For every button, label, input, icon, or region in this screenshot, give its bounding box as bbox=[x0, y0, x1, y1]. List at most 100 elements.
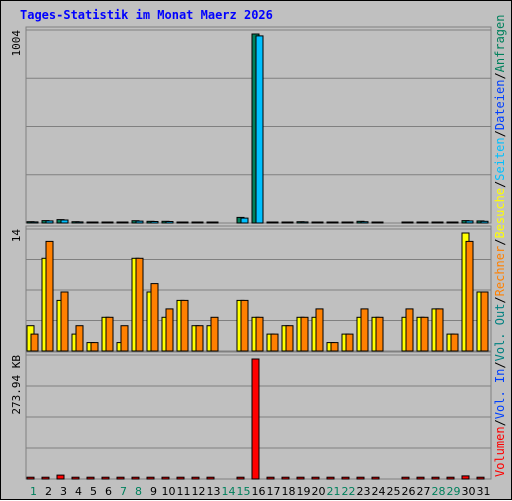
legend-separator: / bbox=[493, 361, 507, 368]
legend-separator: / bbox=[493, 130, 507, 137]
bar-volumen-day-18 bbox=[281, 476, 290, 480]
x-tick-label: 13 bbox=[207, 485, 221, 498]
bar-dateien-day-30 bbox=[465, 220, 474, 224]
bar-volumen-day-28 bbox=[431, 476, 440, 480]
bar-volumen-day-26 bbox=[401, 476, 410, 480]
bar-volumen-day-13 bbox=[206, 476, 215, 480]
x-tick-label: 9 bbox=[150, 485, 157, 498]
bar-rechner-day-22 bbox=[345, 333, 354, 352]
bar-rechner-day-5 bbox=[90, 342, 99, 352]
legend-separator: / bbox=[493, 419, 507, 426]
bar-volumen-day-12 bbox=[191, 476, 200, 480]
bar-dateien-day-26 bbox=[405, 221, 414, 224]
bar-volumen-day-9 bbox=[146, 476, 155, 480]
bar-rechner-day-19 bbox=[300, 316, 309, 352]
bar-rechner-day-29 bbox=[450, 333, 459, 352]
bar-rechner-day-4 bbox=[75, 325, 84, 352]
bar-volumen-day-11 bbox=[176, 476, 185, 480]
bar-dateien-day-3 bbox=[60, 219, 69, 224]
x-tick-label: 6 bbox=[105, 485, 112, 498]
bar-dateien-day-29 bbox=[450, 221, 459, 224]
y-max-label: 14 bbox=[10, 229, 23, 243]
bar-volumen-day-22 bbox=[341, 476, 350, 480]
bar-volumen-day-20 bbox=[311, 476, 320, 480]
bar-volumen-day-19 bbox=[296, 476, 305, 480]
bar-volumen-day-16 bbox=[251, 358, 260, 480]
chart-title: Tages-Statistik im Monat Maerz 2026 bbox=[20, 8, 273, 22]
x-tick-label: 19 bbox=[297, 485, 311, 498]
bar-rechner-day-8 bbox=[135, 257, 144, 352]
x-tick-label: 12 bbox=[192, 485, 206, 498]
bar-dateien-day-18 bbox=[285, 221, 294, 224]
x-tick-label: 18 bbox=[282, 485, 296, 498]
x-tick-label: 4 bbox=[75, 485, 82, 498]
bar-dateien-day-31 bbox=[480, 220, 489, 224]
bar-dateien-day-24 bbox=[375, 221, 384, 224]
bar-rechner-day-17 bbox=[270, 333, 279, 352]
bar-dateien-day-5 bbox=[90, 221, 99, 224]
x-tick-label: 3 bbox=[60, 485, 67, 498]
x-tick-label: 23 bbox=[357, 485, 371, 498]
x-tick-label: 8 bbox=[135, 485, 142, 498]
x-tick-label: 26 bbox=[402, 485, 416, 498]
x-tick-label: 1 bbox=[30, 485, 37, 498]
bar-dateien-day-19 bbox=[300, 221, 309, 224]
bar-volumen-day-5 bbox=[86, 476, 95, 480]
x-tick-label: 10 bbox=[162, 485, 176, 498]
bar-volumen-day-30 bbox=[461, 475, 470, 480]
legend-item: Volumen bbox=[493, 426, 507, 477]
bar-volumen-day-21 bbox=[326, 476, 335, 480]
bar-rechner-day-3 bbox=[60, 291, 69, 352]
legend-separator: / bbox=[493, 72, 507, 79]
bar-dateien-day-20 bbox=[315, 221, 324, 224]
bar-dateien-day-21 bbox=[330, 221, 339, 224]
legend-item: Dateien bbox=[493, 80, 507, 131]
bar-dateien-day-16 bbox=[255, 35, 264, 224]
bar-volumen-day-27 bbox=[416, 476, 425, 480]
bar-dateien-day-27 bbox=[420, 221, 429, 224]
x-tick-label: 17 bbox=[267, 485, 281, 498]
bar-dateien-day-17 bbox=[270, 221, 279, 224]
bar-dateien-day-6 bbox=[105, 221, 114, 224]
bar-rechner-day-13 bbox=[210, 316, 219, 352]
x-tick-label: 25 bbox=[387, 485, 401, 498]
legend-item: Seiten bbox=[493, 137, 507, 180]
x-tick-label: 14 bbox=[222, 485, 236, 498]
x-tick-label: 31 bbox=[477, 485, 491, 498]
legend-separator: / bbox=[493, 296, 507, 303]
bar-volumen-day-15 bbox=[236, 476, 245, 480]
legend-separator: / bbox=[493, 239, 507, 246]
bar-dateien-day-15 bbox=[240, 217, 249, 224]
bar-volumen-day-6 bbox=[101, 476, 110, 480]
bar-volumen-day-4 bbox=[71, 476, 80, 480]
legend-separator: / bbox=[493, 181, 507, 188]
bar-dateien-day-7 bbox=[120, 221, 129, 224]
bar-rechner-day-21 bbox=[330, 342, 339, 352]
bar-rechner-day-11 bbox=[180, 299, 189, 352]
y-max-label: 1004 bbox=[10, 30, 23, 57]
bar-rechner-day-9 bbox=[150, 283, 159, 352]
bar-volumen-day-8 bbox=[131, 476, 140, 480]
bar-rechner-day-20 bbox=[315, 308, 324, 352]
x-tick-label: 15 bbox=[237, 485, 251, 498]
bar-rechner-day-1 bbox=[30, 333, 39, 352]
bar-dateien-day-23 bbox=[360, 221, 369, 224]
x-tick-label: 29 bbox=[447, 485, 461, 498]
bar-volumen-day-24 bbox=[371, 476, 380, 480]
legend-item: Besuche bbox=[493, 188, 507, 239]
bar-dateien-day-10 bbox=[165, 221, 174, 224]
bar-volumen-day-31 bbox=[476, 476, 485, 480]
bar-dateien-day-22 bbox=[345, 221, 354, 224]
bar-rechner-day-15 bbox=[240, 299, 249, 352]
x-tick-label: 2 bbox=[45, 485, 52, 498]
bar-volumen-day-2 bbox=[41, 476, 50, 480]
bar-dateien-day-28 bbox=[435, 221, 444, 224]
x-tick-label: 5 bbox=[90, 485, 97, 498]
bar-rechner-day-30 bbox=[465, 240, 474, 352]
bar-volumen-day-1 bbox=[26, 476, 35, 480]
bar-rechner-day-16 bbox=[255, 316, 264, 352]
bar-dateien-day-11 bbox=[180, 221, 189, 224]
bar-volumen-day-7 bbox=[116, 476, 125, 480]
bar-volumen-day-3 bbox=[56, 474, 65, 480]
